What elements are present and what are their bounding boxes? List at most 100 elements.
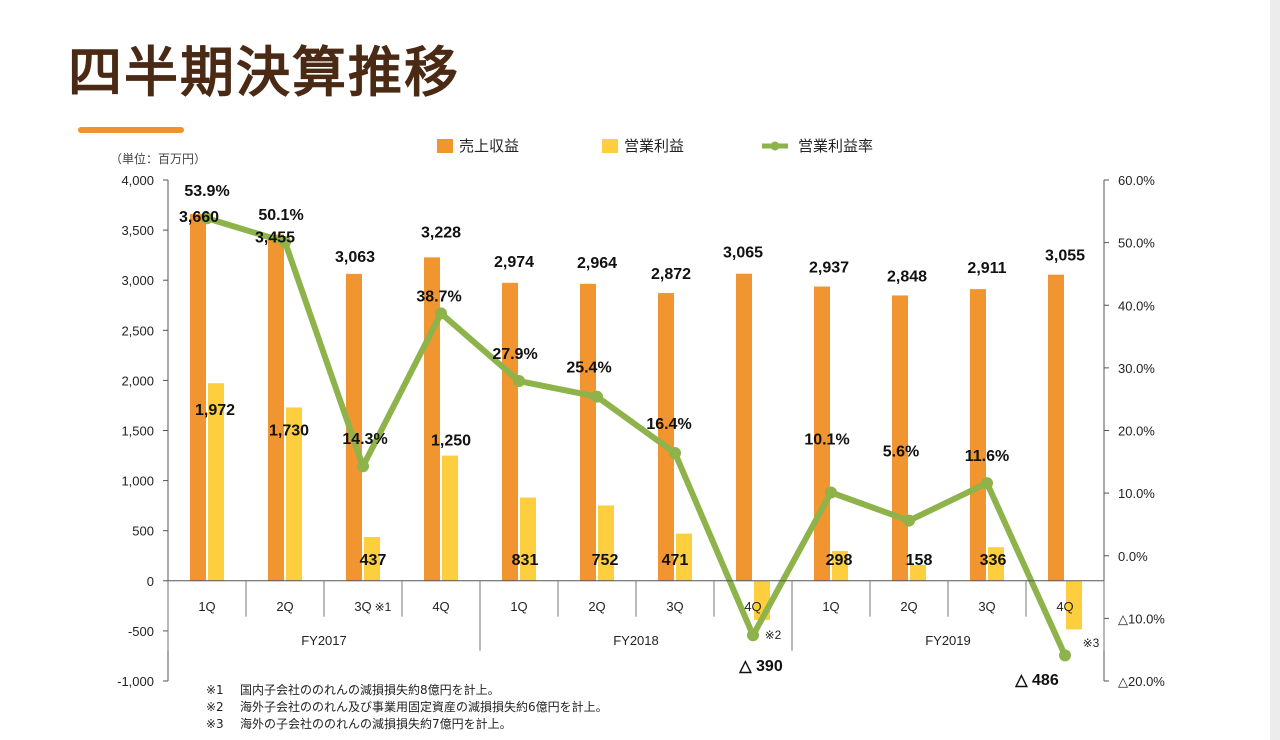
legend-swatch-marker: [770, 141, 780, 151]
operating-income-bar: [598, 505, 614, 581]
margin-line: [201, 212, 1071, 662]
x-axis: 1Q 2Q 3Q 4Q 1Q 2Q 3Q 4Q 1Q 2Q 3Q 4Q FY2017 FY2018 FY20…: [167, 580, 1105, 651]
operating-income-value-label: 831: [512, 552, 539, 569]
left-tick-label: -1,000: [117, 674, 154, 689]
margin-point: [435, 307, 447, 320]
revenue-value-label: 2,974: [494, 254, 534, 271]
left-tick-label: 1,000: [121, 474, 154, 489]
bars: [190, 214, 1082, 630]
quarter-label: 2Q: [900, 599, 917, 614]
quarter-label: 1Q: [822, 599, 839, 614]
axes: 4,000 3,500 3,000 2,500 2,000 1,500 1,000 500 0 -…: [117, 173, 1165, 689]
footnotes: ※1 国内子会社ののれんの減損損失約8億円を計上。 ※2 海外子会社ののれん及び事業…: [206, 682, 608, 733]
operating-income-value-label: △ 390: [738, 658, 783, 675]
operating-income-bar: [520, 497, 536, 581]
revenue-bar: [502, 282, 518, 581]
revenue-value-label: 3,455: [255, 230, 295, 247]
footnote-mark: ※2: [765, 628, 782, 642]
revenue-bar: [580, 283, 596, 581]
margin-point: [201, 212, 213, 225]
margin-point: [903, 514, 915, 527]
operating-income-value-label: 1,730: [269, 422, 309, 439]
operating-income-value-label: 752: [592, 552, 619, 569]
quarter-label: 2Q: [588, 599, 605, 614]
margin-value-label: 10.1%: [804, 431, 849, 448]
margin-value-label: 14.3%: [342, 431, 387, 448]
quarter-label: 2Q: [276, 599, 293, 614]
revenue-value-label: 2,848: [887, 268, 927, 285]
legend-swatch-1: [437, 139, 453, 153]
window-edge: [1270, 0, 1280, 740]
margin-point: [591, 390, 603, 403]
right-tick-label: 10.0%: [1118, 486, 1155, 501]
left-tick-label: 0: [147, 574, 154, 589]
margin-value-label: 25.4%: [566, 360, 611, 377]
page-title: 四半期決算推移: [68, 41, 460, 104]
margin-point: [1059, 649, 1071, 662]
margin-point: [981, 477, 993, 490]
operating-income-value-label: 1,972: [195, 402, 235, 419]
revenue-bar: [1048, 274, 1064, 581]
data-labels: 3,660 3,455 3,063 3,228 2,974 2,964 2,872 3,065…: [179, 183, 1100, 689]
quarter-label: 4Q: [1056, 599, 1073, 614]
margin-value-label: 5.6%: [883, 444, 919, 461]
operating-income-bar: [364, 537, 380, 581]
unit-label: （単位：百万円）: [110, 151, 206, 166]
quarter-label: 1Q: [198, 599, 215, 614]
operating-income-value-label: 336: [980, 552, 1007, 569]
margin-value-label: 11.6%: [965, 448, 1009, 465]
operating-income-value-label: 158: [906, 552, 933, 569]
quarter-label: 3Q: [354, 599, 371, 614]
revenue-bar: [658, 293, 674, 581]
margin-point: [357, 460, 369, 473]
operating-income-bar: [988, 547, 1004, 581]
operating-income-bar: [208, 383, 224, 581]
revenue-bar: [346, 273, 362, 581]
legend-label-3: 営業利益率: [798, 138, 873, 155]
right-tick-label: 60.0%: [1118, 173, 1155, 188]
footnote-1: ※1 国内子会社ののれんの減損損失約8億円を計上。: [206, 683, 500, 697]
quarter-label: 3Q: [666, 599, 683, 614]
revenue-value-label: 3,065: [723, 245, 763, 262]
right-tick-label: 20.0%: [1118, 424, 1155, 439]
quarter-label: 4Q: [744, 599, 761, 614]
operating-income-bar: [832, 550, 848, 581]
margin-point: [825, 486, 837, 499]
margin-value-label: 53.9%: [184, 183, 229, 200]
revenue-bar: [736, 273, 752, 581]
operating-income-bar: [286, 407, 302, 581]
right-tick-label: 40.0%: [1118, 298, 1155, 313]
revenue-bar: [970, 289, 986, 581]
revenue-bar: [424, 257, 440, 581]
legend: 売上収益 営業利益 営業利益率: [437, 138, 873, 155]
operating-income-value-label: 437: [360, 552, 387, 569]
revenue-value-label: 3,228: [421, 224, 461, 241]
margin-value-label: 16.4%: [646, 416, 691, 433]
margin-line-path: [206, 215, 1068, 657]
footnote-mark: ※3: [1083, 636, 1100, 650]
operating-income-bar: [910, 564, 926, 581]
left-tick-label: 500: [132, 524, 154, 539]
footnote-2: ※2 海外子会社ののれん及び事業用固定資産の減損損失約6億円を計上。: [206, 700, 608, 714]
revenue-value-label: 2,872: [651, 266, 691, 283]
footnote-mark: ※1: [375, 600, 392, 614]
left-tick-label: 1,500: [121, 424, 154, 439]
quarter-label: 1Q: [510, 599, 527, 614]
fiscal-year-label: FY2018: [613, 633, 659, 648]
operating-income-bar: [676, 533, 692, 581]
quarter-label: 4Q: [432, 599, 449, 614]
fiscal-year-label: FY2017: [301, 633, 347, 648]
right-tick-label: △20.0%: [1118, 674, 1165, 689]
right-tick-label: 0.0%: [1118, 549, 1148, 564]
revenue-value-label: 3,055: [1045, 248, 1085, 265]
revenue-value-label: 2,911: [967, 260, 1006, 277]
margin-point: [279, 235, 291, 248]
revenue-value-label: 3,660: [179, 209, 219, 226]
left-tick-label: -500: [128, 624, 154, 639]
operating-income-value-label: 1,250: [431, 433, 471, 450]
right-tick-label: 50.0%: [1118, 236, 1155, 251]
left-tick-label: 4,000: [121, 173, 154, 188]
left-tick-label: 3,000: [121, 273, 154, 288]
margin-value-label: 50.1%: [258, 207, 303, 224]
